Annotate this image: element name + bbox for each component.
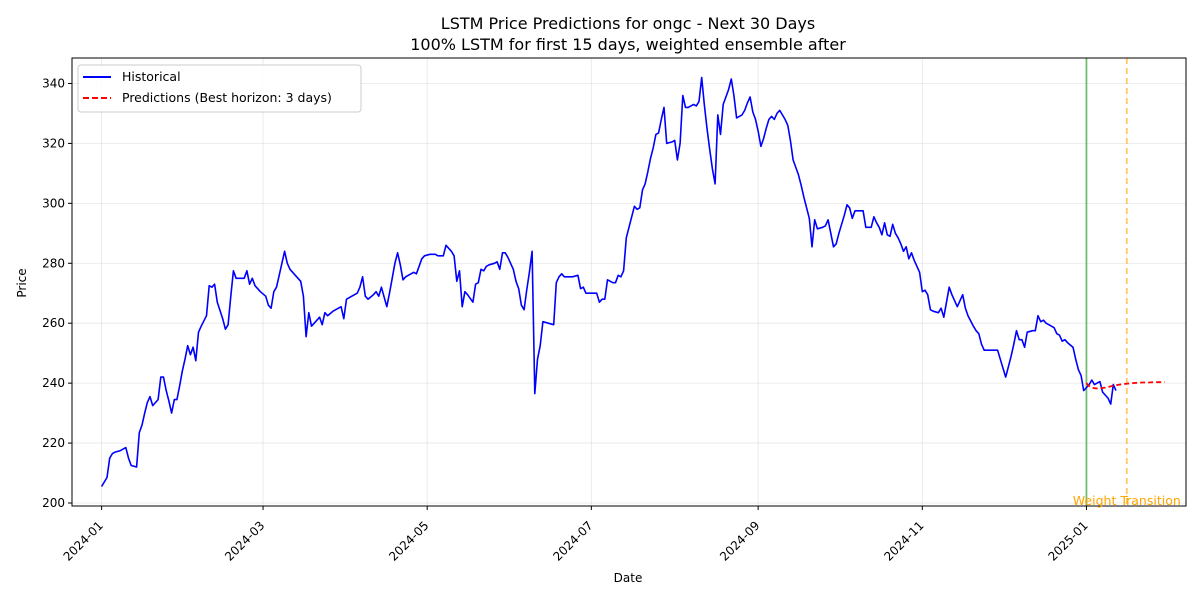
legend-predictions-label: Predictions (Best horizon: 3 days): [122, 90, 332, 105]
x-tick-label: 2024-03: [222, 518, 267, 563]
weight-transition-annotation: Weight Transition: [1073, 493, 1181, 508]
marker-lines: [1085, 58, 1128, 506]
x-tick-label: 2024-05: [386, 518, 431, 563]
x-axis-ticks: 2024-01 2024-03 2024-05 2024-07 2024-09 2024-…: [61, 506, 1091, 564]
plot-frame: [71, 57, 1187, 507]
x-tick-label: 2025-01: [1045, 518, 1090, 563]
y-tick-label: 260: [42, 316, 65, 330]
x-tick-label: 2024-01: [61, 518, 106, 563]
legend: Historical Predictions (Best horizon: 3 …: [77, 64, 362, 113]
predictions-line: [1085, 381, 1165, 390]
x-tick-label: 2024-07: [550, 518, 595, 563]
historical-line: [100, 76, 1117, 487]
y-axis-label: Price: [15, 268, 29, 297]
legend-historical-label: Historical: [122, 69, 181, 84]
chart-subtitle: 100% LSTM for first 15 days, weighted en…: [410, 35, 846, 54]
y-tick-label: 300: [42, 196, 65, 210]
y-tick-label: 320: [42, 136, 65, 150]
x-tick-label: 2024-11: [881, 518, 926, 563]
x-axis-label: Date: [614, 571, 643, 585]
y-tick-label: 280: [42, 256, 65, 270]
x-tick-label: 2024-09: [717, 518, 762, 563]
chart-title: LSTM Price Predictions for ongc - Next 3…: [441, 14, 815, 33]
y-axis-ticks: 200 220 240 260 280 300 320 340: [42, 76, 72, 510]
y-tick-label: 240: [42, 376, 65, 390]
y-tick-label: 200: [42, 496, 65, 510]
legend-box: [77, 64, 362, 113]
grid: [72, 58, 1186, 506]
series-lines: [100, 76, 1165, 487]
y-tick-label: 340: [42, 76, 65, 90]
y-tick-label: 220: [42, 436, 65, 450]
